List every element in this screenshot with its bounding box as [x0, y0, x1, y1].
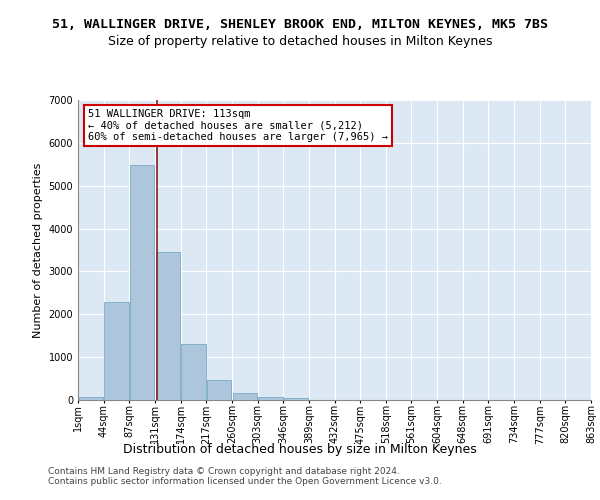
- Bar: [207, 380, 231, 400]
- Bar: [233, 394, 257, 400]
- Bar: [181, 344, 206, 400]
- Text: 51, WALLINGER DRIVE, SHENLEY BROOK END, MILTON KEYNES, MK5 7BS: 51, WALLINGER DRIVE, SHENLEY BROOK END, …: [52, 18, 548, 30]
- Text: Size of property relative to detached houses in Milton Keynes: Size of property relative to detached ho…: [108, 35, 492, 48]
- Bar: [155, 252, 180, 400]
- Y-axis label: Number of detached properties: Number of detached properties: [33, 162, 43, 338]
- Bar: [258, 396, 283, 400]
- Bar: [130, 165, 154, 400]
- Text: 51 WALLINGER DRIVE: 113sqm
← 40% of detached houses are smaller (5,212)
60% of s: 51 WALLINGER DRIVE: 113sqm ← 40% of deta…: [88, 109, 388, 142]
- Bar: [104, 302, 128, 400]
- Text: Distribution of detached houses by size in Milton Keynes: Distribution of detached houses by size …: [123, 442, 477, 456]
- Text: Contains public sector information licensed under the Open Government Licence v3: Contains public sector information licen…: [48, 477, 442, 486]
- Bar: [79, 397, 103, 400]
- Bar: [284, 398, 308, 400]
- Text: Contains HM Land Registry data © Crown copyright and database right 2024.: Contains HM Land Registry data © Crown c…: [48, 467, 400, 476]
